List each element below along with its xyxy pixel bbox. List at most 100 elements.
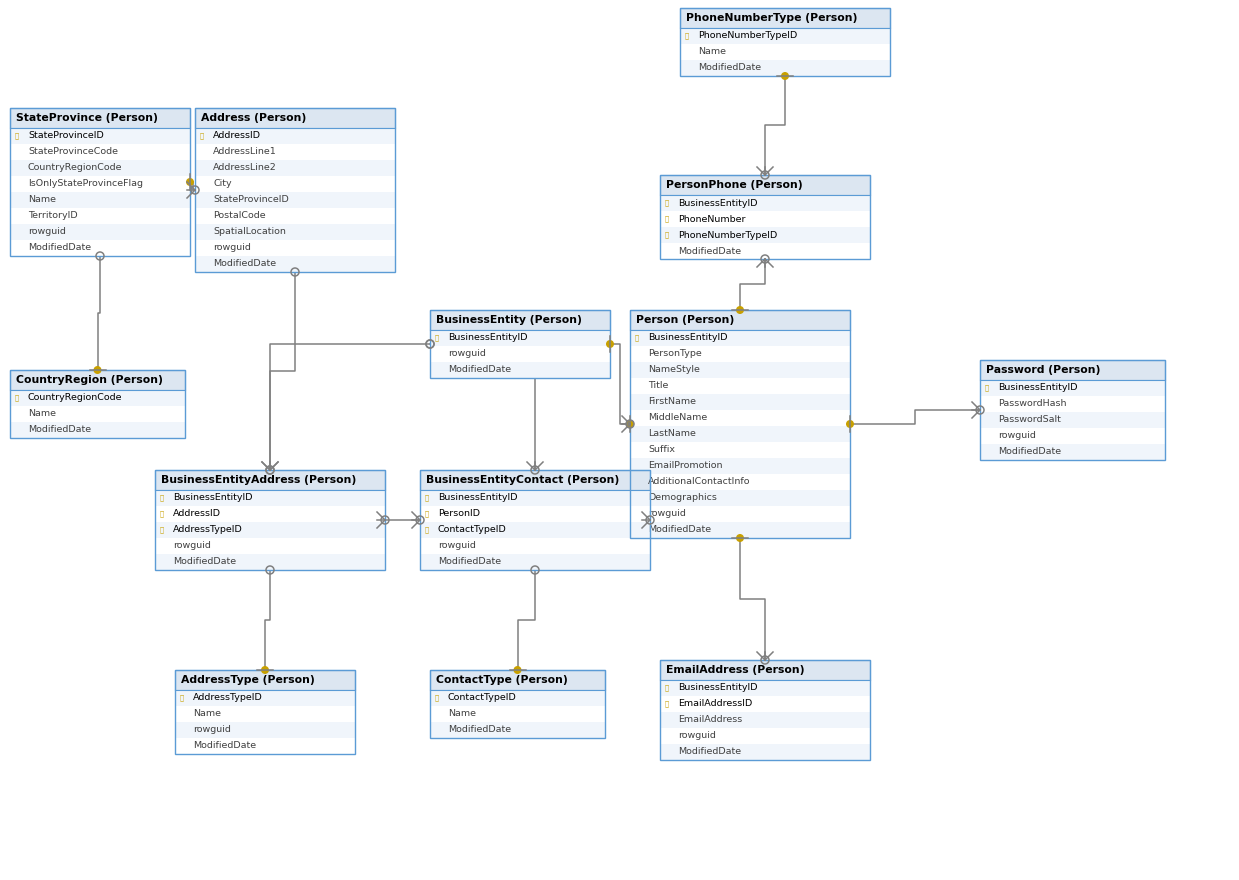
Circle shape [606,340,615,348]
Bar [420,522,650,538]
Text: SpatialLocation: SpatialLocation [213,228,286,237]
Text: TerritoryID: TerritoryID [28,211,78,221]
Text: 🔑: 🔑 [15,395,19,401]
Text: rowguid: rowguid [173,541,211,551]
Bar [660,211,870,227]
Bar [980,412,1165,428]
Text: 🔑: 🔑 [985,385,989,392]
Text: rowguid: rowguid [193,725,230,735]
Bar [420,506,650,522]
Bar [629,426,850,442]
Text: ModifiedDate: ModifiedDate [678,246,741,255]
Bar [195,224,395,240]
Bar [175,670,356,754]
Text: Address (Person): Address (Person) [201,113,306,123]
Text: BusinessEntityID: BusinessEntityID [678,684,757,693]
Bar [660,175,870,259]
Bar [155,470,385,490]
Bar [155,554,385,570]
Bar [629,442,850,458]
Bar [420,554,650,570]
Text: EmailAddress: EmailAddress [678,715,742,724]
Bar [430,670,605,690]
Text: PhoneNumberTypeID: PhoneNumberTypeID [698,32,797,40]
Bar [10,390,185,406]
Bar [195,160,395,176]
Bar [629,410,850,426]
Bar [430,690,605,706]
Text: ModifiedDate: ModifiedDate [193,742,256,751]
Text: BusinessEntityID: BusinessEntityID [173,494,253,502]
Text: 🔑: 🔑 [665,700,669,708]
Text: 🔑: 🔑 [425,527,429,533]
Text: PostalCode: PostalCode [213,211,265,221]
Text: Name: Name [28,195,56,204]
Bar [629,362,850,378]
Text: Suffix: Suffix [648,445,675,454]
Text: AddressID: AddressID [213,131,261,141]
Text: Name: Name [449,709,476,718]
Bar [195,144,395,160]
Bar [10,160,190,176]
Text: EmailAddress (Person): EmailAddress (Person) [667,665,804,675]
Text: PhoneNumberTypeID: PhoneNumberTypeID [678,231,777,239]
Text: City: City [213,180,232,188]
Bar [629,378,850,394]
Bar [420,538,650,554]
Text: Name: Name [28,409,56,419]
Text: Name: Name [193,709,221,718]
Text: Person (Person): Person (Person) [636,315,735,325]
Bar [430,330,610,346]
Bar [430,346,610,362]
Text: PhoneNumberType (Person): PhoneNumberType (Person) [686,13,857,23]
Bar [680,8,890,28]
Text: rowguid: rowguid [28,228,66,237]
Text: 🔑: 🔑 [685,33,689,40]
Text: PersonType: PersonType [648,349,701,358]
Text: AdditionalContactInfo: AdditionalContactInfo [648,478,751,487]
Bar [680,60,890,76]
Bar [195,240,395,256]
Bar [629,310,850,538]
Bar [680,44,890,60]
Bar [430,310,610,378]
Text: ModifiedDate: ModifiedDate [439,558,501,567]
Bar [155,506,385,522]
Circle shape [261,666,269,674]
Text: 🔑: 🔑 [160,527,164,533]
Bar [660,680,870,696]
Text: AddressLine1: AddressLine1 [213,148,276,157]
Text: BusinessEntityID: BusinessEntityID [648,334,727,342]
Text: ModifiedDate: ModifiedDate [997,448,1061,457]
Text: ContactTypeID: ContactTypeID [449,693,517,702]
Bar [155,470,385,570]
Text: 🔑: 🔑 [435,694,439,701]
Bar [660,660,870,680]
Bar [629,458,850,474]
Circle shape [93,366,102,374]
Text: 🔑: 🔑 [636,334,639,341]
Bar [195,256,395,272]
Bar [629,474,850,490]
Bar [430,362,610,378]
Text: AddressTypeID: AddressTypeID [193,693,263,702]
Circle shape [186,178,195,186]
Bar [195,128,395,144]
Text: 🔑: 🔑 [15,133,19,139]
Text: Password (Person): Password (Person) [986,365,1100,375]
Bar [629,522,850,538]
Text: AddressTypeID: AddressTypeID [173,525,243,534]
Bar [980,428,1165,444]
Bar [430,310,610,330]
Text: PhoneNumber: PhoneNumber [678,215,746,224]
Bar [10,128,190,144]
Text: ModifiedDate: ModifiedDate [449,365,512,375]
Bar [660,696,870,712]
Bar [660,227,870,243]
Circle shape [736,306,743,314]
Text: ModifiedDate: ModifiedDate [213,260,276,268]
Bar [680,28,890,44]
Text: 🔑: 🔑 [160,495,164,502]
Text: rowguid: rowguid [213,244,250,253]
Text: IsOnlyStateProvinceFlag: IsOnlyStateProvinceFlag [28,180,142,188]
